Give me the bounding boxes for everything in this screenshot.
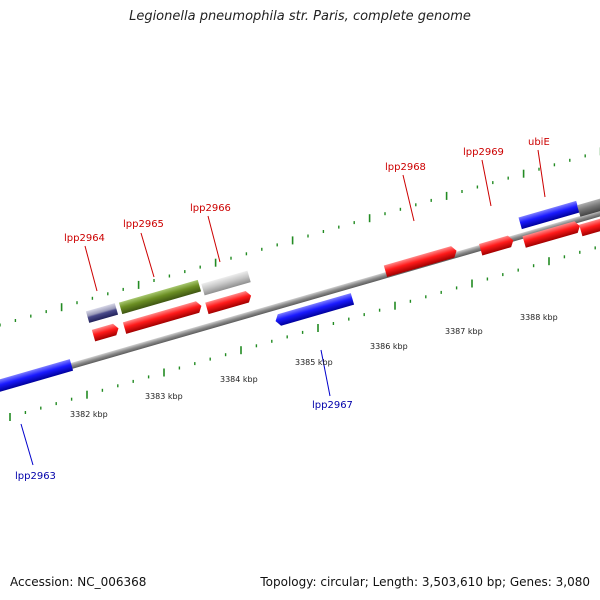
gene-label-lpp2968[interactable]: lpp2968 [385, 162, 426, 173]
leader-lpp2969 [481, 159, 492, 207]
kbp-label: 3386 kbp [370, 342, 408, 351]
feature-block-dark[interactable] [577, 195, 600, 217]
gene-label-lpp2967[interactable]: lpp2967 [312, 400, 353, 411]
gene-arrow-lpp2969[interactable] [479, 235, 515, 256]
kbp-label: 3383 kbp [145, 392, 183, 401]
kbp-label: 3382 kbp [70, 410, 108, 419]
gene-label-lpp2966[interactable]: lpp2966 [190, 203, 231, 214]
leader-lpp2963 [20, 423, 34, 466]
gene-arrow-next[interactable] [579, 214, 600, 237]
leader-lpp2967 [320, 349, 331, 397]
gene-arrow-lpp2966[interactable] [205, 290, 253, 315]
gene-arrow-lpp2964[interactable] [91, 323, 120, 342]
gene-label-lpp2963[interactable]: lpp2963 [15, 471, 56, 482]
gene-arrow-ubie[interactable] [522, 220, 581, 248]
gene-arrow-lpp2965[interactable] [122, 300, 203, 334]
genome-backbone [0, 202, 600, 398]
map-title: Legionella pneumophila str. Paris, compl… [129, 9, 471, 24]
kbp-label: 3387 kbp [445, 327, 483, 336]
kbp-label: 3384 kbp [220, 375, 258, 384]
kbp-label: 3385 kbp [295, 358, 333, 367]
feature-block-blue[interactable] [518, 200, 580, 230]
feature-block-1[interactable] [85, 303, 119, 323]
leader-lpp2965 [140, 232, 155, 278]
gene-label-lpp2964[interactable]: lpp2964 [64, 233, 105, 244]
accession-text: Accession: NC_006368 [10, 575, 147, 589]
leader-ubie [537, 149, 546, 198]
topology-text: Topology: circular; Length: 3,503,610 bp… [260, 575, 590, 589]
gene-arrow-lpp2963[interactable] [0, 359, 74, 393]
forward-tick-track [0, 147, 600, 327]
kbp-label: 3388 kbp [520, 313, 558, 322]
leader-lpp2968 [402, 174, 415, 222]
reverse-tick-track [9, 246, 596, 421]
gene-arrow-lpp2967[interactable] [274, 293, 355, 327]
gene-arrow-lpp2968[interactable] [383, 245, 458, 278]
gene-label-lpp2969[interactable]: lpp2969 [463, 147, 504, 158]
leader-lpp2964 [84, 245, 98, 292]
feature-block-grey[interactable] [201, 270, 251, 296]
gene-label-ubie[interactable]: ubiE [528, 137, 550, 148]
leader-lpp2966 [207, 215, 221, 263]
gene-label-lpp2965[interactable]: lpp2965 [123, 219, 164, 230]
feature-block-green[interactable] [118, 279, 202, 315]
